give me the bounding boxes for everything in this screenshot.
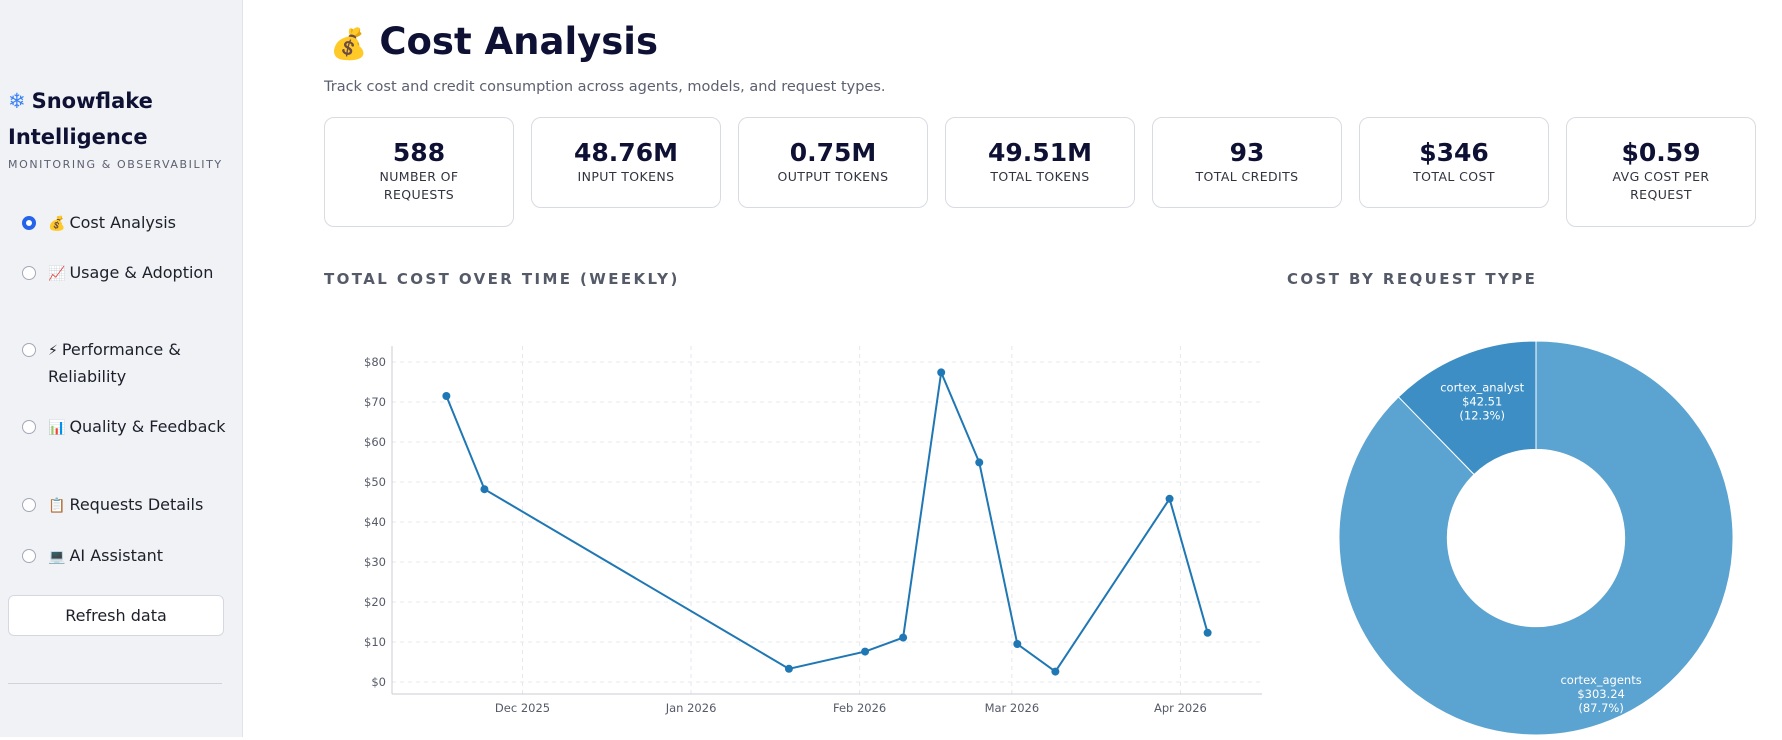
laptop-icon: 💻 [48,549,66,565]
metric-card-avg-cost: $0.59 AVG COST PER REQUEST [1566,117,1756,227]
metric-value: 588 [392,138,446,167]
y-tick-label: $50 [364,475,386,489]
metric-value: 0.75M [789,138,877,167]
nav-label: Cost Analysis [69,213,177,232]
sidebar: ❄ Snowflake Intelligence MONITORING & OBS… [0,0,243,737]
data-point [937,368,946,377]
radio-icon[interactable] [22,549,36,563]
nav-label: Performance & Reliability [48,340,181,386]
slice-label: cortex_agents [1560,673,1641,687]
y-tick-label: $80 [364,355,386,369]
metric-card-output-tokens: 0.75M OUTPUT TOKENS [738,117,928,208]
metric-label: AVG COST PER REQUEST [1612,169,1710,202]
metric-value: 48.76M [574,138,678,167]
metric-card-total-tokens: 49.51M TOTAL TOKENS [945,117,1135,208]
metric-card-input-tokens: 48.76M INPUT TOKENS [531,117,721,208]
page-subtitle: Track cost and credit consumption across… [324,79,886,95]
x-tick-label: Dec 2025 [495,701,550,715]
data-point [1165,494,1174,503]
cost-by-request-type-chart[interactable]: cortex_agents$303.24(87.7%) cortex_analys… [1300,330,1760,740]
page-title: 💰 Cost Analysis [330,20,658,63]
nav-label: AI Assistant [69,546,164,565]
y-tick-label: $20 [364,595,386,609]
refresh-data-button[interactable]: Refresh data [8,595,224,636]
y-tick-label: $30 [364,555,386,569]
metric-label: TOTAL CREDITS [1195,169,1299,184]
metric-label: TOTAL TOKENS [990,169,1090,184]
data-point [861,647,870,656]
y-tick-label: $0 [371,675,386,689]
sidebar-divider [8,683,222,684]
data-point [975,458,984,467]
money-bag-icon: 💰 [330,27,368,62]
radio-icon[interactable] [22,266,36,280]
data-point [442,392,451,400]
snowflake-icon: ❄ [8,89,26,113]
data-point [899,633,908,642]
nav-label: Requests Details [69,495,204,514]
bar-chart-icon: 📊 [48,420,66,436]
slice-label: cortex_analyst [1440,381,1524,395]
y-tick-label: $40 [364,515,386,529]
radio-icon[interactable] [22,498,36,512]
metric-value: $346 [1419,138,1489,167]
metric-card-total-credits: 93 TOTAL CREDITS [1152,117,1342,208]
metric-label: TOTAL COST [1413,169,1495,184]
donut-chart-title: COST BY REQUEST TYPE [1287,270,1538,288]
metric-value: 49.51M [988,138,1092,167]
slice-label: $303.24 [1577,687,1625,701]
radio-icon[interactable] [22,343,36,357]
radio-icon[interactable] [22,420,36,434]
cost-over-time-chart[interactable]: $0 $10 $20 $30 $40 $50 $60 $70 $80 Dec 2025 Jan 20… [324,330,1264,720]
radio-selected-icon[interactable] [22,216,36,230]
data-point [1051,667,1060,676]
nav-label: Quality & Feedback [69,417,226,436]
x-tick-label: Feb 2026 [833,701,886,715]
slice-label: $42.51 [1462,395,1502,409]
slice-cortex_agents [1338,340,1734,736]
brand-subtitle: MONITORING & OBSERVABILITY [8,158,223,171]
metric-label: OUTPUT TOKENS [777,169,889,184]
slice-label: (87.7%) [1578,701,1624,715]
metric-value: 93 [1229,138,1265,167]
x-tick-label: Apr 2026 [1154,701,1207,715]
metric-card-requests: 588 NUMBER OF REQUESTS [324,117,514,227]
y-tick-label: $60 [364,435,386,449]
metric-card-total-cost: $346 TOTAL COST [1359,117,1549,208]
y-tick-label: $70 [364,395,386,409]
line-chart-title: TOTAL COST OVER TIME (WEEKLY) [324,270,680,288]
clipboard-icon: 📋 [48,498,66,514]
metric-label: NUMBER OF REQUESTS [379,169,459,202]
x-tick-label: Mar 2026 [985,701,1040,715]
data-point [480,485,489,494]
data-point [1203,628,1212,637]
data-point [1013,640,1022,648]
x-tick-label: Jan 2026 [665,701,717,715]
metric-value: $0.59 [1621,138,1701,167]
slice-cortex_analyst [1397,340,1537,476]
money-bag-icon: 💰 [48,216,66,232]
nav-label: Usage & Adoption [69,263,214,282]
y-tick-label: $10 [364,635,386,649]
slice-label: (12.3%) [1459,409,1505,423]
brand-title: ❄ Snowflake Intelligence [8,89,153,149]
lightning-icon: ⚡ [48,343,58,359]
chart-up-icon: 📈 [48,266,66,282]
metric-label: INPUT TOKENS [577,169,675,184]
data-point [784,664,793,673]
